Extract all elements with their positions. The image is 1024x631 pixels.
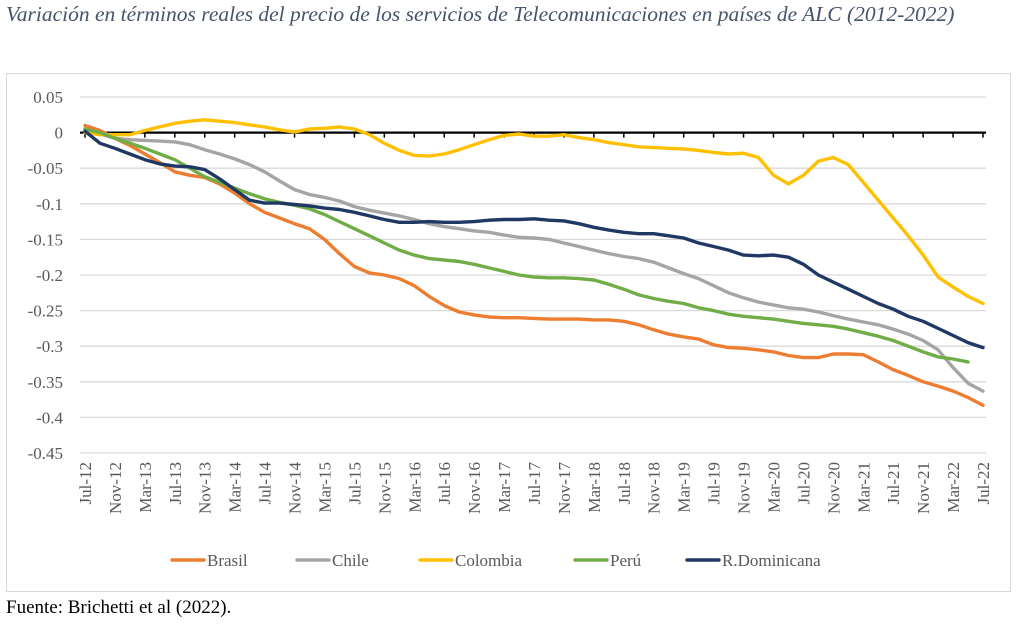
gridlines [80, 96, 986, 454]
y-tick-label: -0.3 [36, 337, 63, 356]
legend-label: R.Dominicana [722, 551, 821, 570]
x-tick-label: Jul-16 [435, 462, 454, 505]
x-tick-label: Nov-18 [645, 462, 664, 514]
x-tick-label: Mar-13 [136, 462, 155, 513]
x-tick-label: Mar-15 [315, 462, 334, 513]
legend-label: Perú [610, 551, 642, 570]
chart-frame [6, 73, 1011, 592]
x-tick-label: Jul-20 [794, 462, 813, 505]
legend-label: Brasil [207, 551, 248, 570]
source-note: Fuente: Brichetti et al (2022). [6, 597, 232, 618]
x-tick-label: Mar-22 [944, 462, 963, 513]
y-tick-label: -0.2 [36, 266, 63, 285]
legend-label: Chile [332, 551, 369, 570]
x-tick-label: Nov-19 [735, 462, 754, 514]
legend-label: Colombia [455, 551, 523, 570]
series-line-chile [83, 127, 985, 393]
x-tick-label: Nov-14 [286, 462, 305, 514]
x-tick-label: Jul-19 [705, 462, 724, 505]
y-tick-label: 0.05 [33, 88, 63, 107]
x-tick-label: Jul-18 [615, 462, 634, 505]
x-tick-label: Mar-14 [226, 462, 245, 513]
x-tick-label: Nov-20 [824, 462, 843, 514]
x-tick-label: Mar-18 [585, 462, 604, 513]
x-tick-label: Mar-17 [495, 462, 514, 513]
x-tick-label: Mar-19 [675, 462, 694, 513]
y-axis-tick-labels: 0.05 0 -0.05 -0.1 -0.15 -0.2 -0.25 -0.3 -0.35 -0.… [28, 88, 64, 463]
x-tick-label: Nov-12 [106, 462, 125, 514]
x-tick-label: Jul-12 [76, 462, 95, 505]
x-tick-label: Nov-21 [914, 462, 933, 514]
y-tick-label: -0.25 [28, 302, 63, 321]
y-tick-label: -0.4 [36, 408, 63, 427]
x-axis-tick-labels: Jul-12 Nov-12 Mar-13 Jul-13 Nov-13 Mar-14 Jul-… [76, 462, 993, 514]
series-line-brasil [83, 123, 985, 407]
series-line-colombia [83, 118, 985, 306]
series-line-per- [83, 127, 970, 364]
x-tick-label: Nov-16 [465, 462, 484, 514]
x-tick-label: Mar-20 [764, 462, 783, 513]
y-tick-label: -0.15 [28, 230, 63, 249]
x-tick-label: Jul-13 [166, 462, 185, 505]
x-tick-label: Mar-21 [854, 462, 873, 513]
chart-title: Variación en términos reales del precio … [6, 2, 955, 26]
series-lines [83, 118, 985, 407]
x-tick-label: Nov-15 [375, 462, 394, 514]
x-axis [80, 131, 986, 138]
x-tick-label: Nov-17 [555, 462, 574, 514]
x-tick-label: Jul-14 [256, 462, 275, 505]
y-tick-label: -0.35 [28, 373, 63, 392]
y-tick-label: -0.45 [28, 444, 63, 463]
x-tick-label: Jul-17 [525, 462, 544, 505]
y-tick-label: -0.1 [36, 195, 63, 214]
x-tick-label: Jul-22 [974, 462, 993, 505]
series-line-r-dominicana [83, 129, 985, 350]
y-tick-label: 0 [55, 124, 64, 143]
x-tick-label: Jul-15 [345, 462, 364, 505]
x-tick-label: Jul-21 [884, 462, 903, 505]
x-tick-label: Mar-16 [405, 462, 424, 513]
y-tick-label: -0.05 [28, 159, 63, 178]
x-tick-label: Nov-13 [196, 462, 215, 514]
legend: Brasil Chile Colombia Perú R.Dominicana [170, 551, 821, 570]
